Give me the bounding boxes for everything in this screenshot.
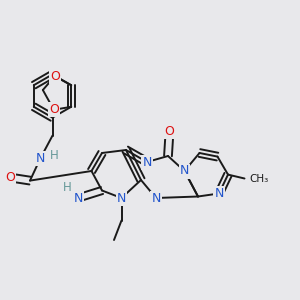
Text: N: N	[36, 152, 45, 165]
Text: O: O	[6, 171, 15, 184]
Text: N: N	[142, 155, 152, 169]
Text: N: N	[214, 187, 224, 200]
Text: O: O	[50, 70, 60, 83]
Text: N: N	[117, 191, 126, 205]
Text: O: O	[165, 125, 174, 139]
Text: CH₃: CH₃	[249, 173, 268, 184]
Text: O: O	[49, 103, 59, 116]
Text: H: H	[63, 181, 72, 194]
Text: N: N	[151, 191, 161, 205]
Text: N: N	[73, 191, 83, 205]
Text: H: H	[50, 148, 58, 162]
Text: N: N	[180, 164, 189, 178]
